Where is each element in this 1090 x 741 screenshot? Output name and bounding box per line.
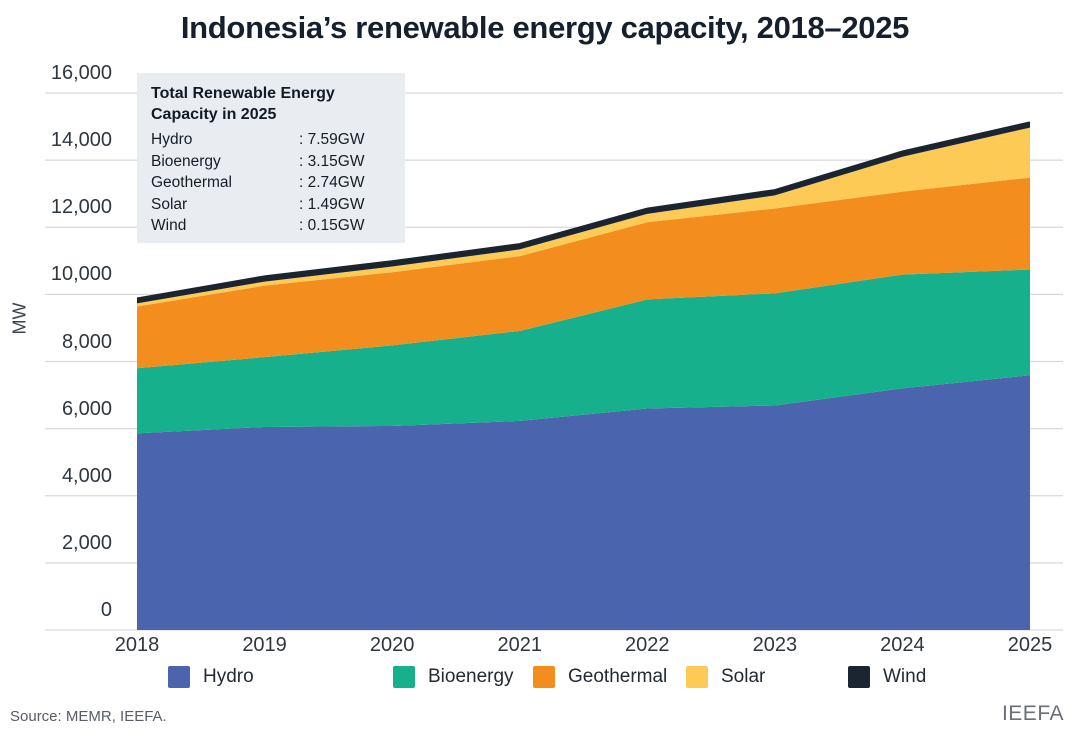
x-tick-label: 2021 <box>497 634 542 656</box>
annotation-row-label: Bioenergy <box>151 152 221 170</box>
legend-swatch <box>686 666 708 688</box>
source-text: Source: MEMR, IEEFA. <box>10 708 167 725</box>
y-tick-label: 8,000 <box>61 330 112 353</box>
legend-swatch <box>848 666 870 688</box>
ieefa-logo-text: IEEFA <box>1001 702 1064 725</box>
y-tick-label: 0 <box>100 599 112 621</box>
y-tick-label: 6,000 <box>61 397 112 420</box>
y-axis-title: MW <box>9 302 30 335</box>
annotation-row-label: Solar <box>151 195 188 213</box>
annotation-title: Total Renewable Energy Capacity in 2025 <box>151 85 335 123</box>
legend-item: Solar <box>686 666 765 688</box>
y-tick-label: 14,000 <box>50 129 112 152</box>
legend-label: Hydro <box>203 666 254 687</box>
legend-item: Hydro <box>168 666 254 688</box>
x-tick-label: 2022 <box>625 634 670 656</box>
annotation-row: Wind : 0.15GW <box>151 215 391 237</box>
annotation-row: Bioenergy : 3.15GW <box>151 151 391 173</box>
annotation-row-value: : 0.15GW <box>299 217 365 235</box>
annotation-row: Geothermal : 2.74GW <box>151 172 391 194</box>
x-tick-label: 2025 <box>1007 634 1053 656</box>
annotation-row-value: : 2.74GW <box>299 174 365 192</box>
legend-label: Solar <box>721 666 766 687</box>
annotation-row: Hydro : 7.59GW <box>151 129 391 151</box>
legend-label: Wind <box>883 666 927 687</box>
x-tick-label: 2023 <box>752 634 798 656</box>
legend-label: Bioenergy <box>428 666 514 687</box>
legend-label: Geothermal <box>568 666 668 687</box>
y-tick-label: 12,000 <box>50 196 112 219</box>
annotation-rows: Hydro : 7.59GW Bioenergy : 3.15GW Geothermal… <box>151 129 391 237</box>
x-tick-label: 2024 <box>880 634 925 656</box>
chart-title: Indonesia’s renewable energy capacity, 2… <box>180 10 910 45</box>
y-tick-label: 10,000 <box>50 263 112 286</box>
annotation-row-label: Geothermal <box>151 174 232 192</box>
annotation-box: Total Renewable Energy Capacity in 2025 … <box>137 73 405 243</box>
legend-swatch <box>393 666 415 688</box>
annotation-row-value: : 3.15GW <box>299 152 365 170</box>
x-tick-label: 2018 <box>114 634 160 656</box>
y-tick-label: 2,000 <box>61 531 112 554</box>
legend-item: Bioenergy <box>393 666 514 688</box>
y-tick-label: 16,000 <box>50 62 112 84</box>
annotation-row-value: : 1.49GW <box>299 195 365 213</box>
annotation-row-label: Hydro <box>151 131 193 148</box>
annotation-row-label: Wind <box>151 217 187 235</box>
annotation-row: Solar : 1.49GW <box>151 194 391 216</box>
y-tick-label: 4,000 <box>61 464 112 487</box>
legend-swatch <box>168 666 190 688</box>
legend-item: Geothermal <box>533 666 667 688</box>
legend-swatch <box>533 666 555 688</box>
legend-item: Wind <box>848 666 926 688</box>
x-tick-label: 2020 <box>369 634 415 656</box>
annotation-row-value: : 7.59GW <box>299 131 365 148</box>
x-tick-label: 2019 <box>242 634 287 656</box>
